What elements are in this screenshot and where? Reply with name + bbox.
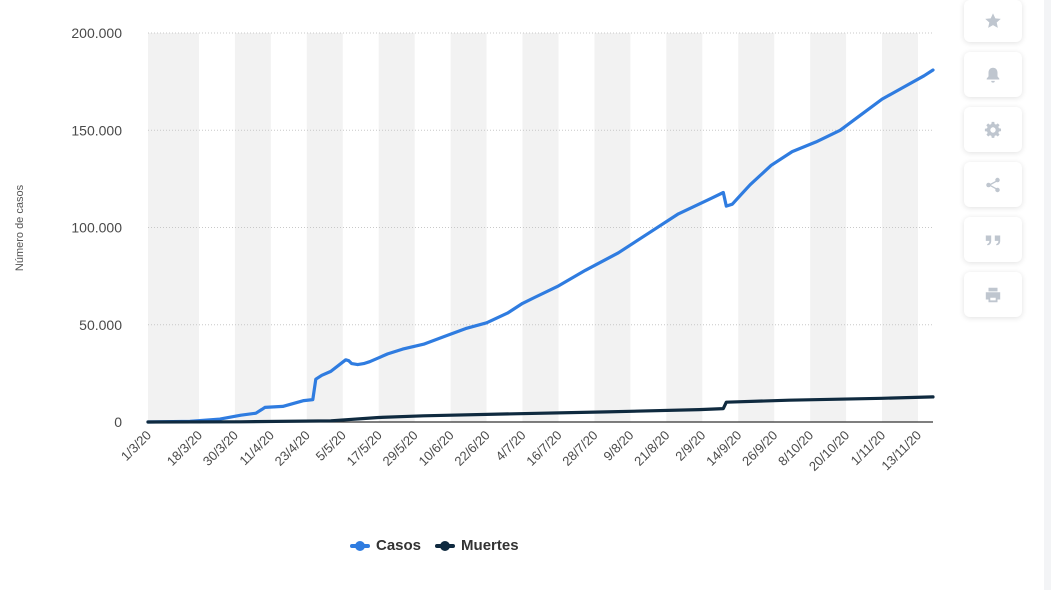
grid-band [148,33,199,422]
grid-band [378,33,415,422]
y-tick-label: 100.000 [71,220,122,236]
x-tick-label: 10/6/20 [415,428,456,469]
grid-band [882,33,919,422]
bell-icon [986,67,1000,83]
y-tick-label: 150.000 [71,122,122,138]
print-icon [985,287,1001,302]
chart-toolbar [964,0,1022,317]
x-tick-label: 23/4/20 [272,428,313,469]
share-button[interactable] [964,162,1022,207]
gear-icon [984,121,1002,138]
x-tick-label: 26/9/20 [739,428,780,469]
x-tick-label: 29/5/20 [380,428,421,469]
grid-band [810,33,847,422]
x-tick-label: 1/3/20 [118,428,154,464]
star-icon [985,13,1001,28]
series-line-casos [146,68,935,424]
y-tick-label: 0 [114,414,122,430]
grid-band [234,33,271,422]
legend-label-casos: Casos [376,537,422,554]
grid-band [594,33,631,422]
series-lines [146,68,935,424]
y-tick-label: 50.000 [79,317,122,333]
x-tick-label: 13/11/20 [878,428,924,474]
quote-icon [985,235,1001,245]
legend-swatch-casos [350,540,370,552]
x-tick-label: 22/6/20 [451,428,492,469]
x-tick-label: 28/7/20 [559,428,600,469]
cite-button[interactable] [964,217,1022,262]
favorite-button[interactable] [964,0,1022,42]
grid-band [666,33,703,422]
alternating-bands [148,33,919,422]
series-line-muertes [146,395,935,424]
x-tick-label: 14/9/20 [703,428,744,469]
share-icon [986,177,1000,192]
grid-band [738,33,775,422]
x-tick-label: 16/7/20 [523,428,564,469]
x-tick-label: 18/3/20 [164,428,205,469]
legend: Casos Muertes [350,537,519,554]
x-tick-label: 17/5/20 [344,428,385,469]
x-tick-label: 21/8/20 [631,428,672,469]
legend-label-muertes: Muertes [461,537,519,554]
legend-item-casos[interactable]: Casos [350,537,421,554]
x-tick-label: 30/3/20 [200,428,241,469]
grid-band [306,33,343,422]
x-tick-label: 20/10/20 [806,428,852,474]
grid-band [522,33,559,422]
settings-button[interactable] [964,107,1022,152]
grid-band [450,33,487,422]
y-tick-label: 200.000 [71,25,122,41]
page-edge [1044,0,1051,590]
y-axis-ticks: 0 50.000 100.000 150.000 200.000 [71,25,122,430]
legend-swatch-muertes [435,540,456,552]
notification-button[interactable] [964,52,1022,97]
x-tick-label: 11/4/20 [236,428,277,469]
legend-item-muertes[interactable]: Muertes [435,537,519,554]
y-axis-label: Número de casos [14,184,26,271]
print-button[interactable] [964,272,1022,317]
